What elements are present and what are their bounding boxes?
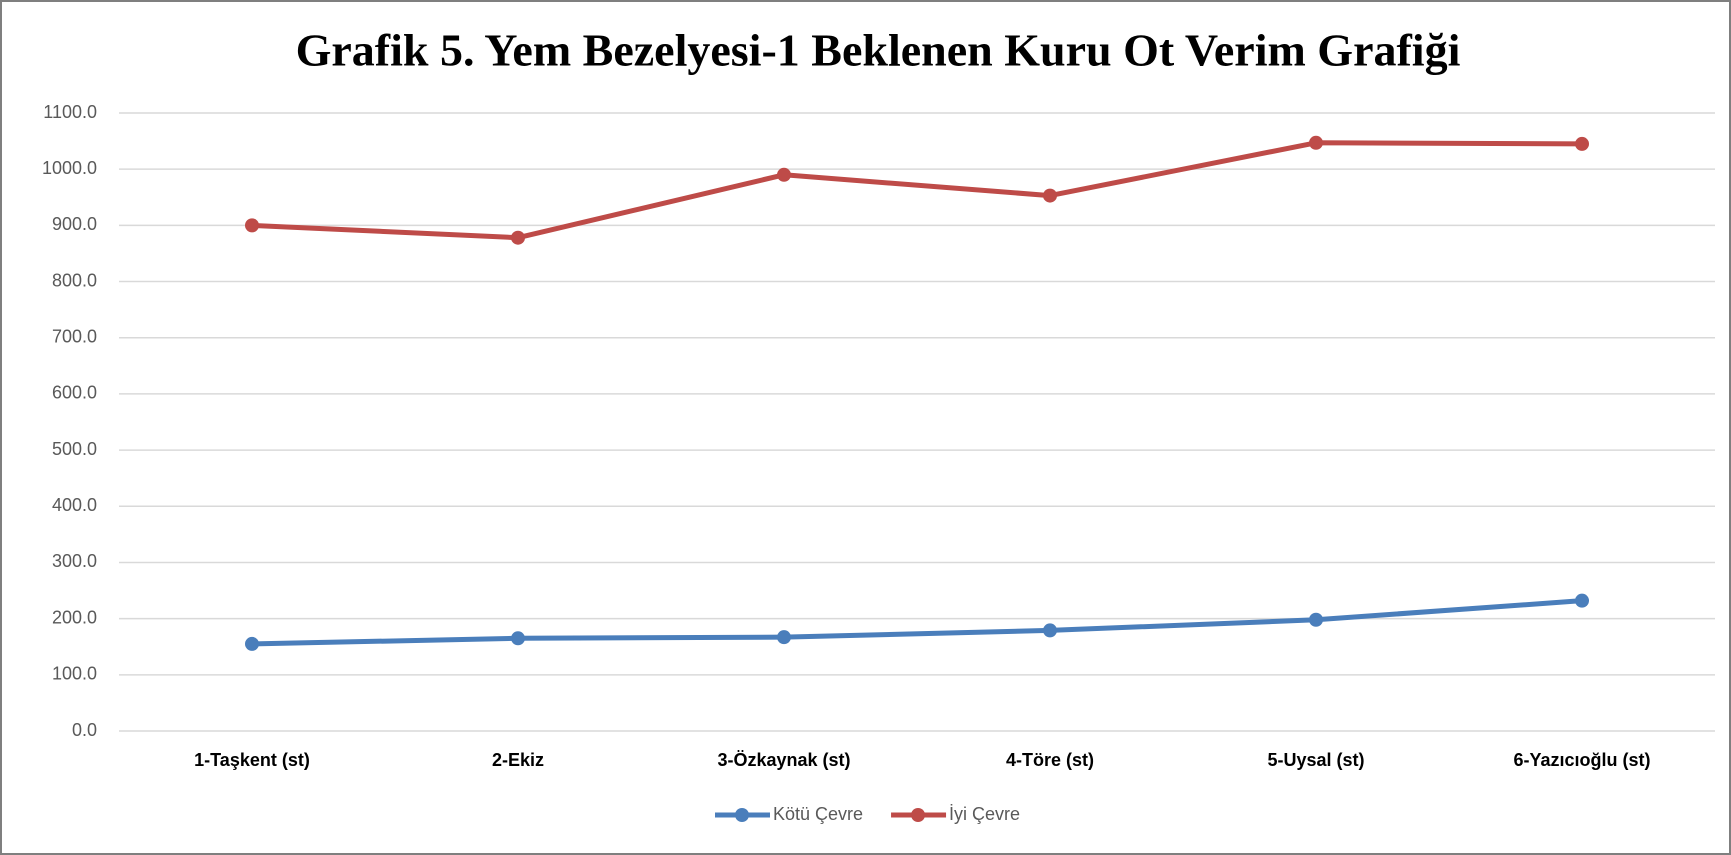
y-tick-label: 500.0 xyxy=(52,439,97,459)
legend-label: Kötü Çevre xyxy=(773,804,863,824)
point xyxy=(1043,623,1057,638)
point xyxy=(245,636,259,651)
y-tick-label: 600.0 xyxy=(52,383,97,403)
point xyxy=(1309,135,1323,150)
point xyxy=(1043,188,1057,203)
x-tick-label: 4-Töre (st) xyxy=(1006,750,1094,770)
x-tick-label: 3-Özkaynak (st) xyxy=(717,750,850,770)
y-tick-label: 800.0 xyxy=(52,270,97,290)
legend-label: İyi Çevre xyxy=(949,804,1020,824)
point xyxy=(1575,593,1589,608)
y-tick-label: 300.0 xyxy=(52,551,97,571)
point xyxy=(777,630,791,645)
y-tick-label: 700.0 xyxy=(52,326,97,346)
point xyxy=(245,218,259,233)
y-tick-label: 0.0 xyxy=(72,720,97,740)
y-tick-label: 1000.0 xyxy=(42,158,97,178)
y-tick-label: 1100.0 xyxy=(43,102,97,122)
y-tick-label: 200.0 xyxy=(52,607,97,627)
point xyxy=(511,230,525,245)
chart-title: Grafik 5. Yem Bezelyesi-1 Beklenen Kuru … xyxy=(296,25,1461,76)
x-tick-label: 2-Ekiz xyxy=(492,750,544,770)
x-tick-label: 1-Taşkent (st) xyxy=(194,750,310,770)
x-tick-label: 6-Yazıcıoğlu (st) xyxy=(1513,750,1650,770)
series-line xyxy=(251,140,1583,241)
series-line xyxy=(251,598,1583,647)
legend-marker xyxy=(911,808,926,822)
legend-marker xyxy=(735,808,749,822)
y-tick-label: 900.0 xyxy=(52,214,97,234)
x-tick-label: 5-Uysal (st) xyxy=(1267,750,1364,770)
y-tick-label: 400.0 xyxy=(52,495,97,515)
y-tick-label: 100.0 xyxy=(52,664,97,684)
point xyxy=(511,631,525,646)
point xyxy=(1309,612,1323,627)
point xyxy=(1575,136,1589,151)
point xyxy=(777,167,791,182)
